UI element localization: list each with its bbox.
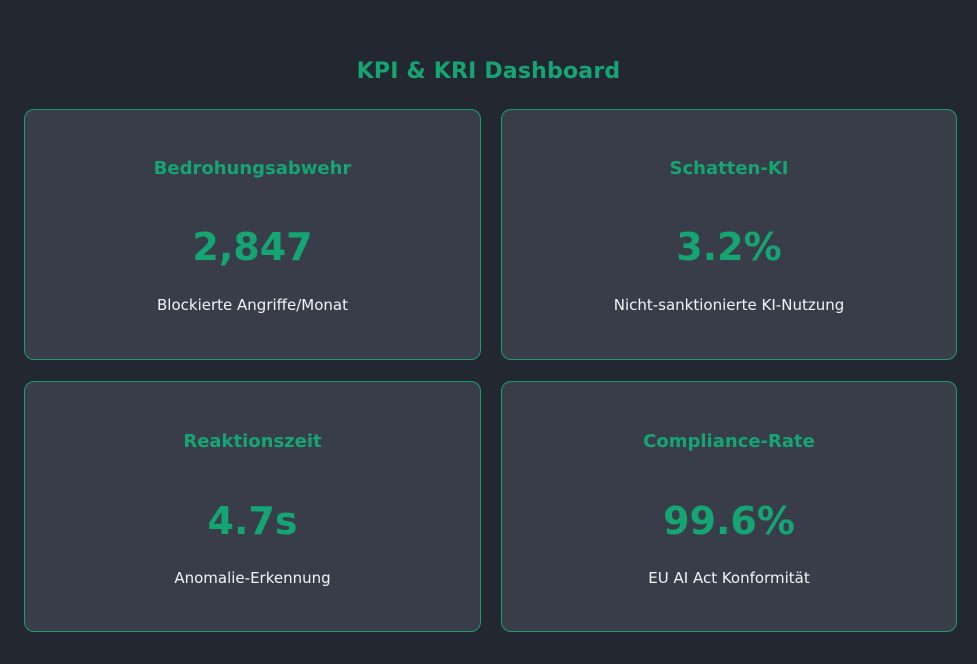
card-description: EU AI Act Konformität <box>648 569 810 587</box>
card-value: 3.2% <box>676 225 782 269</box>
card-description: Nicht-sanktionierte KI-Nutzung <box>613 296 845 314</box>
dashboard-title: KPI & KRI Dashboard <box>356 58 621 84</box>
card-value: 4.7s <box>207 499 298 543</box>
card-title: Compliance-Rate <box>643 431 815 452</box>
card-value: 2,847 <box>192 225 313 269</box>
card-description: Blockierte Angriffe/Monat <box>157 296 348 314</box>
kpi-card-compliance-rate: Compliance-Rate 99.6% EU AI Act Konformi… <box>501 381 957 632</box>
kpi-card-threat-defense: Bedrohungsabwehr 2,847 Blockierte Angrif… <box>24 109 481 360</box>
kpi-card-response-time: Reaktionszeit 4.7s Anomalie-Erkennung <box>24 381 481 632</box>
card-title: Bedrohungsabwehr <box>153 158 352 179</box>
kpi-grid: Bedrohungsabwehr 2,847 Blockierte Angrif… <box>24 109 957 632</box>
kpi-card-shadow-ai: Schatten-KI 3.2% Nicht-sanktionierte KI-… <box>501 109 957 360</box>
card-title: Schatten-KI <box>669 158 789 179</box>
card-value: 99.6% <box>663 499 795 543</box>
card-title: Reaktionszeit <box>183 431 322 452</box>
card-description: Anomalie-Erkennung <box>174 569 331 587</box>
